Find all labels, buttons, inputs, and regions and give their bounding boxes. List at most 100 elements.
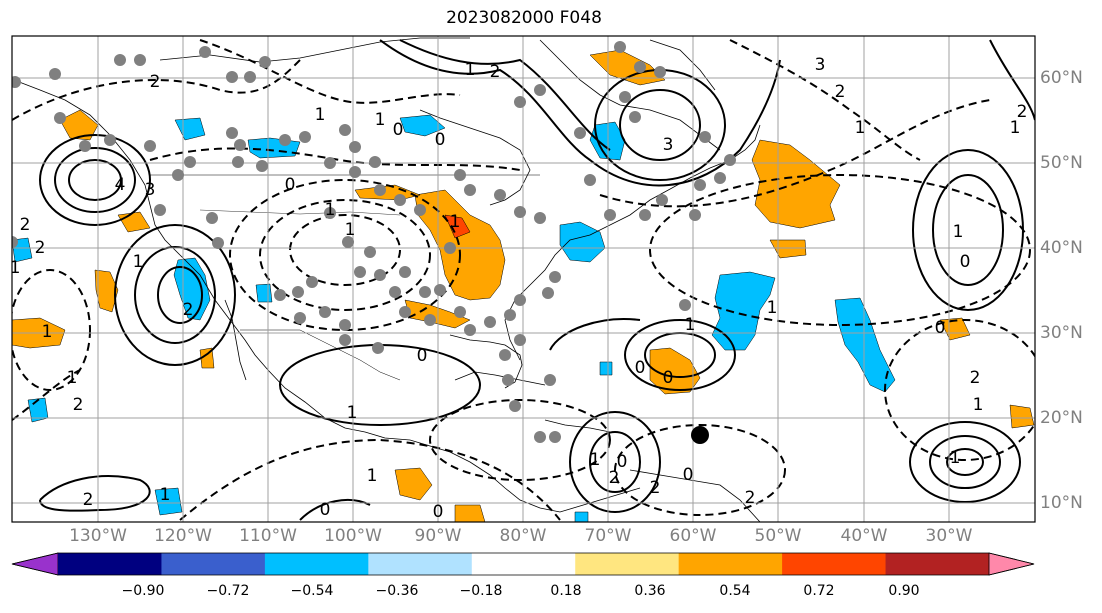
contour-label: 1 <box>855 118 866 138</box>
station-marker <box>372 342 384 354</box>
station-marker <box>549 271 561 283</box>
contour-label: 1 <box>160 485 171 505</box>
colorbar-outline <box>11 552 1035 576</box>
station-marker <box>319 306 331 318</box>
contour-label: 0 <box>617 452 628 472</box>
station-marker <box>514 294 526 306</box>
lat-label-50n: 50°N <box>1040 153 1083 173</box>
station-marker <box>259 56 271 68</box>
station-marker <box>514 96 526 108</box>
lon-label-30w: 30°W <box>925 526 973 546</box>
colorbar-tick-9: 0.72 <box>803 583 835 599</box>
station-marker <box>389 286 401 298</box>
station-marker <box>369 156 381 168</box>
contour-label: 1 <box>767 298 778 318</box>
station-marker <box>714 172 726 184</box>
station-marker <box>619 91 631 103</box>
station-marker <box>414 204 426 216</box>
lat-label-60n: 60°N <box>1040 68 1083 88</box>
station-marker <box>584 174 596 186</box>
colorbar-segment <box>575 553 680 575</box>
station-marker <box>639 209 651 221</box>
contour-label: 1 <box>133 252 144 272</box>
station-marker <box>232 156 244 168</box>
lat-lon-grid <box>12 36 1035 522</box>
station-marker <box>454 169 466 181</box>
map-title: 2023082000 F048 <box>446 8 602 28</box>
station-marker <box>464 324 476 336</box>
storm-center-marker <box>691 426 709 444</box>
station-marker <box>656 194 668 206</box>
station-marker <box>134 54 146 66</box>
station-marker <box>394 194 406 206</box>
lon-label-50w: 50°W <box>754 526 802 546</box>
station-marker <box>699 131 711 143</box>
contour-label: 1 <box>345 220 356 240</box>
station-marker <box>499 349 511 361</box>
contour-label: 0 <box>663 368 674 388</box>
station-marker <box>514 334 526 346</box>
contour-label: 2 <box>35 238 46 258</box>
station-marker <box>454 306 466 318</box>
contour-label: 1 <box>67 368 78 388</box>
colorbar-segment <box>782 553 887 575</box>
station-marker <box>654 66 666 78</box>
station-marker <box>534 212 546 224</box>
station-marker <box>226 127 238 139</box>
station-marker <box>244 71 256 83</box>
lon-label-60w: 60°W <box>669 526 717 546</box>
station-marker <box>534 84 546 96</box>
contour-label: 1 <box>315 105 326 125</box>
contour-label: 1 <box>367 466 378 486</box>
contour-label: 0 <box>683 465 694 485</box>
station-marker <box>604 209 616 221</box>
station-marker <box>354 266 366 278</box>
station-marker <box>444 242 456 254</box>
station-marker <box>339 124 351 136</box>
lat-label-30n: 30°N <box>1040 323 1083 343</box>
contour-label: 2 <box>970 368 981 388</box>
station-marker <box>206 212 218 224</box>
lon-label-100w: 100°W <box>324 526 382 546</box>
station-marker <box>12 76 21 88</box>
colorbar-segment <box>161 553 266 575</box>
station-marker <box>342 236 354 248</box>
contour-label: 2 <box>835 82 846 102</box>
contour-label: 0 <box>393 120 404 140</box>
lon-label-90w: 90°W <box>414 526 462 546</box>
station-marker <box>484 316 496 328</box>
station-marker <box>274 289 286 301</box>
station-marker <box>694 179 706 191</box>
station-marker <box>544 374 556 386</box>
station-marker <box>574 127 586 139</box>
station-marker <box>399 266 411 278</box>
station-marker <box>504 309 516 321</box>
contour-label: 1 <box>685 315 696 335</box>
colorbar-segment <box>368 553 473 575</box>
station-marker <box>502 374 514 386</box>
station-marker <box>144 140 156 152</box>
contour-label: 2 <box>83 490 94 510</box>
contour-label: 1 <box>347 403 358 423</box>
colorbar-tick-10: 0.90 <box>888 583 920 599</box>
station-marker <box>514 206 526 218</box>
contour-label: 1 <box>10 258 21 278</box>
contour-label: 1 <box>953 222 964 242</box>
contour-label: 3 <box>815 55 826 75</box>
contour-label: 2 <box>490 62 501 82</box>
contour-label: 0 <box>635 358 646 378</box>
contour-label: 4 <box>115 175 126 195</box>
contour-label: 2 <box>745 488 756 508</box>
contour-label: 2 <box>650 478 661 498</box>
station-marker <box>434 284 446 296</box>
station-marker <box>172 169 184 181</box>
station-marker <box>256 160 268 172</box>
station-marker <box>212 237 224 249</box>
lon-label-40w: 40°W <box>840 526 888 546</box>
station-marker <box>464 184 476 196</box>
contour-label: 1 <box>950 448 961 468</box>
contour-label: 1 <box>42 322 53 342</box>
contour-label: 3 <box>663 135 674 155</box>
lon-label-130w: 130°W <box>69 526 127 546</box>
